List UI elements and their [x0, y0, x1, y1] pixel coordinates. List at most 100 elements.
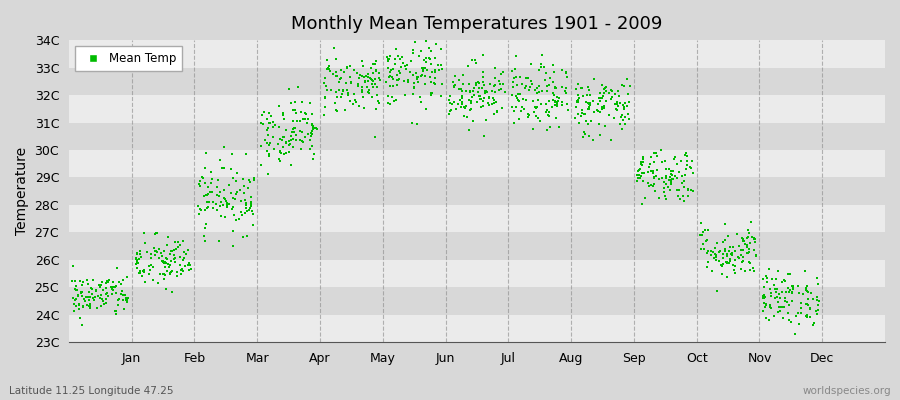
Point [647, 173, 662, 180]
Point [130, 259, 144, 266]
Point [321, 66, 336, 72]
Point [320, 86, 334, 93]
Point [810, 275, 824, 281]
Point [595, 104, 609, 110]
Point [241, 185, 256, 191]
Point [357, 78, 372, 85]
Point [596, 93, 610, 99]
Point [418, 80, 432, 87]
Point [717, 221, 732, 228]
Point [662, 187, 677, 194]
Point [203, 168, 218, 175]
Point [662, 166, 677, 172]
Point [610, 88, 625, 94]
Point [346, 67, 361, 73]
Point [457, 104, 472, 110]
Point [86, 290, 100, 297]
Point [336, 88, 350, 94]
Point [243, 205, 257, 211]
Point [67, 308, 81, 314]
Point [456, 80, 471, 87]
Point [550, 103, 564, 109]
Point [447, 83, 462, 89]
Point [478, 88, 492, 94]
Point [648, 188, 662, 194]
Point [671, 169, 686, 176]
Point [462, 127, 476, 134]
Point [177, 254, 192, 261]
Point [735, 235, 750, 242]
Point [200, 192, 214, 198]
Point [285, 107, 300, 113]
Point [463, 107, 477, 113]
Point [83, 303, 97, 309]
Point [719, 258, 733, 265]
Point [633, 174, 647, 181]
Point [394, 64, 409, 70]
Point [163, 270, 177, 277]
Point [419, 67, 434, 74]
Point [79, 294, 94, 300]
Point [258, 137, 273, 144]
Point [630, 178, 644, 184]
Point [461, 63, 475, 70]
Point [372, 70, 386, 76]
Point [118, 292, 132, 299]
Point [165, 268, 179, 274]
Point [578, 110, 592, 117]
Point [569, 86, 583, 92]
Point [804, 289, 818, 296]
Point [326, 71, 340, 78]
Point [781, 289, 796, 295]
Point [747, 236, 761, 242]
Point [712, 258, 726, 264]
Point [574, 85, 589, 91]
Point [95, 286, 110, 293]
Point [634, 162, 649, 168]
Point [94, 303, 108, 310]
Point [263, 120, 277, 126]
Point [224, 190, 238, 196]
Point [410, 74, 425, 80]
Point [257, 109, 272, 115]
Point [539, 70, 554, 76]
Point [294, 145, 309, 152]
Point [568, 115, 582, 122]
Point [532, 82, 546, 89]
Point [670, 175, 684, 182]
Point [364, 64, 378, 71]
Point [716, 250, 730, 257]
Point [552, 124, 566, 130]
Point [74, 290, 88, 296]
Point [212, 237, 226, 244]
Point [812, 298, 826, 304]
Point [406, 91, 420, 98]
Point [736, 258, 751, 264]
Point [76, 304, 91, 310]
Point [198, 206, 212, 213]
Point [591, 95, 606, 102]
Point [221, 200, 236, 207]
Point [204, 180, 219, 186]
Point [238, 151, 253, 158]
Point [165, 288, 179, 295]
Point [742, 246, 756, 252]
Point [148, 248, 163, 254]
Point [725, 251, 740, 257]
Point [101, 293, 115, 299]
Point [370, 92, 384, 98]
Point [66, 295, 80, 302]
Point [379, 78, 393, 85]
Point [428, 75, 442, 81]
Point [604, 96, 618, 102]
Point [659, 173, 673, 179]
Point [620, 91, 634, 98]
Point [151, 255, 166, 261]
Point [778, 278, 792, 284]
Point [130, 257, 145, 263]
Point [659, 180, 673, 187]
Point [465, 88, 480, 95]
Point [604, 137, 618, 143]
Point [539, 108, 554, 115]
Point [483, 81, 498, 87]
